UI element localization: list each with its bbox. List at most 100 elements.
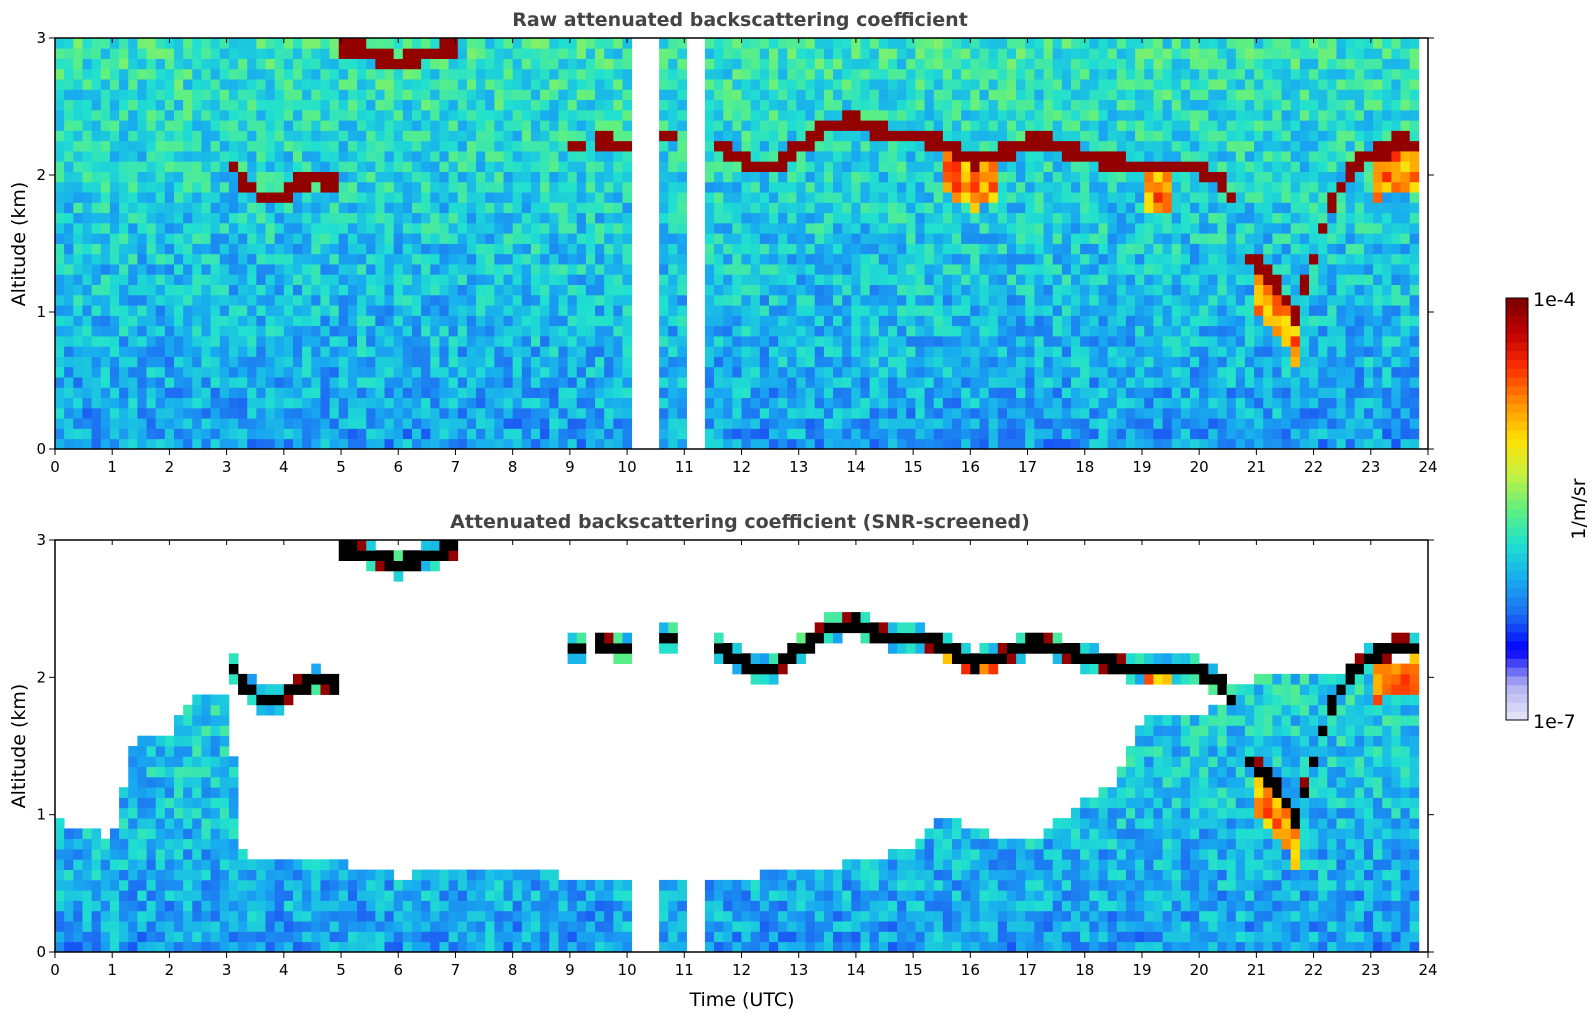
heatmap-cell [714, 161, 724, 172]
heatmap-cell [842, 79, 852, 90]
heatmap-cell [860, 264, 871, 275]
heatmap-cell [1153, 120, 1163, 131]
heatmap-cell [613, 366, 623, 378]
heatmap-cell [558, 89, 568, 101]
heatmap-cell [1153, 181, 1163, 193]
heatmap-cell [997, 58, 1008, 70]
heatmap-cell [448, 140, 459, 152]
heatmap-cell [485, 233, 495, 244]
heatmap-cell [805, 366, 816, 378]
heatmap-cell [503, 120, 514, 131]
heatmap-cell [915, 161, 925, 172]
heatmap-cell [778, 89, 788, 101]
heatmap-cell [1135, 366, 1145, 378]
heatmap-cell [796, 130, 806, 142]
heatmap-cell [668, 315, 678, 327]
heatmap-cell [494, 356, 504, 368]
heatmap-cell [100, 233, 111, 244]
heatmap-cell [704, 89, 715, 101]
heatmap-cell [1061, 192, 1072, 203]
heatmap-cell [567, 58, 578, 70]
heatmap-cell [485, 335, 495, 347]
heatmap-cell [1144, 161, 1154, 172]
heatmap-cell [82, 305, 93, 316]
heatmap-cell [833, 140, 843, 152]
heatmap-cell [393, 305, 404, 316]
heatmap-cell [768, 79, 779, 90]
heatmap-cell [366, 38, 376, 49]
heatmap-cell [887, 284, 898, 296]
heatmap-cell [1098, 233, 1109, 244]
heatmap-cell [256, 418, 266, 429]
heatmap-cell [283, 79, 294, 90]
heatmap-cell [1107, 79, 1118, 90]
heatmap-cell [411, 140, 422, 152]
heatmap-cell [320, 171, 330, 183]
heatmap-cell [1144, 171, 1154, 183]
heatmap-cell [622, 315, 633, 327]
heatmap-cell [576, 346, 587, 357]
heatmap-cell [714, 366, 724, 378]
heatmap-cell [897, 48, 907, 59]
heatmap-cell [613, 181, 623, 193]
heatmap-cell [173, 212, 184, 224]
heatmap-cell [238, 294, 248, 306]
heatmap-cell [723, 120, 733, 131]
heatmap-cell [1226, 274, 1237, 285]
heatmap-cell [1071, 192, 1081, 203]
heatmap-cell [970, 202, 980, 214]
heatmap-cell [421, 140, 431, 152]
heatmap-cell [173, 294, 184, 306]
heatmap-cell [576, 305, 587, 316]
heatmap-cell [393, 140, 404, 152]
heatmap-cell [988, 233, 999, 244]
heatmap-cell [1162, 38, 1173, 49]
heatmap-cell [201, 325, 211, 337]
heatmap-cell [1098, 305, 1109, 316]
heatmap-cell [1125, 212, 1136, 224]
heatmap-cell [558, 202, 568, 214]
heatmap-cell [357, 233, 367, 244]
heatmap-cell [1208, 109, 1218, 121]
heatmap-cell [1016, 366, 1026, 378]
heatmap-cell [485, 407, 495, 419]
heatmap-cell [210, 274, 221, 285]
heatmap-cell [732, 305, 742, 316]
heatmap-cell [521, 335, 532, 347]
heatmap-cell [448, 38, 459, 49]
heatmap-cell [357, 356, 367, 368]
heatmap-cell [778, 212, 788, 224]
heatmap-cell [210, 233, 221, 244]
heatmap-cell [265, 356, 276, 368]
heatmap-cell [1190, 356, 1200, 368]
heatmap-cell [146, 233, 157, 244]
heatmap-cell [924, 120, 935, 131]
heatmap-cell [723, 99, 733, 111]
heatmap-cell [347, 68, 358, 80]
heatmap-cell [338, 325, 349, 337]
heatmap-cell [1144, 356, 1154, 368]
heatmap-cell [238, 181, 248, 193]
heatmap-cell [549, 397, 559, 409]
heatmap-cell [915, 202, 925, 214]
heatmap-cell [567, 89, 578, 101]
heatmap-cell [833, 397, 843, 409]
heatmap-cell [613, 315, 623, 327]
heatmap-cell [842, 222, 852, 234]
heatmap-cell [741, 305, 752, 316]
heatmap-cell [622, 140, 633, 152]
heatmap-cell [402, 356, 413, 368]
heatmap-cell [1061, 346, 1072, 357]
heatmap-cell [384, 68, 395, 80]
heatmap-cell [887, 418, 898, 429]
heatmap-cell [439, 89, 449, 101]
heatmap-cell [421, 202, 431, 214]
heatmap-cell [320, 315, 330, 327]
heatmap-cell [851, 264, 861, 275]
heatmap-cell [897, 335, 907, 347]
heatmap-cell [91, 140, 102, 152]
heatmap-cell [659, 264, 669, 275]
heatmap-cell [292, 222, 303, 234]
heatmap-cell [814, 48, 825, 59]
heatmap-cell [1061, 274, 1072, 285]
